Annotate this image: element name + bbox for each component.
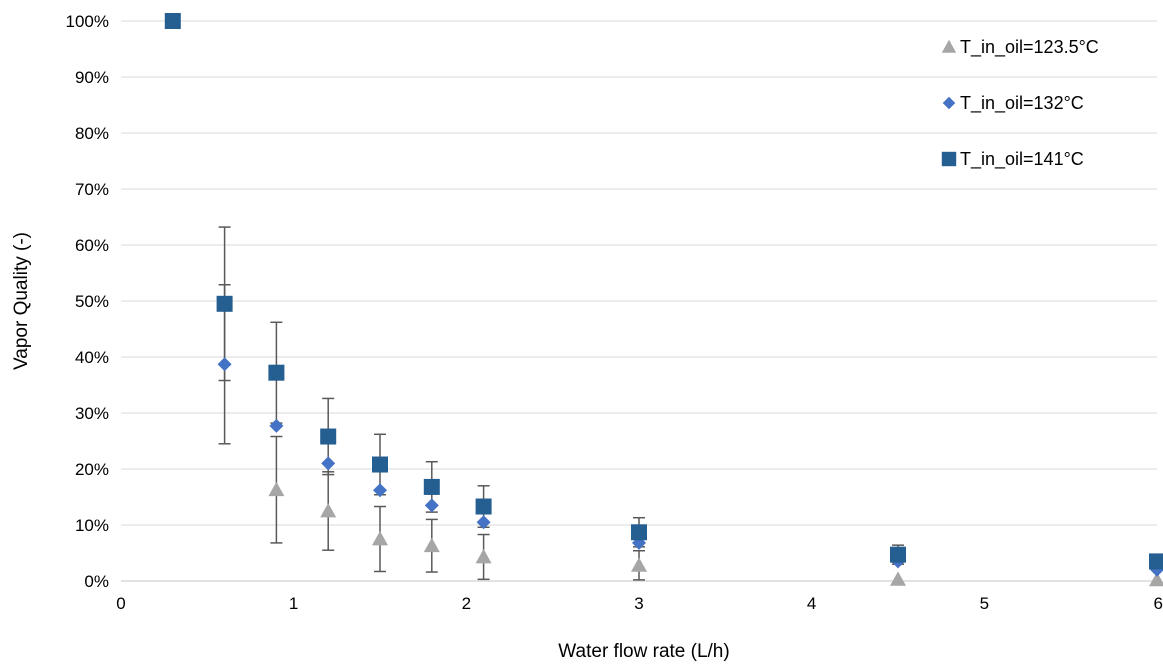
y-tick-label: 70% [75, 180, 109, 199]
data-point-square [268, 364, 285, 381]
x-tick-label: 1 [289, 594, 298, 613]
y-tick-label: 50% [75, 292, 109, 311]
data-point-diamond [321, 456, 336, 471]
y-tick-label: 40% [75, 348, 109, 367]
data-point-square [423, 478, 440, 495]
data-point-square [631, 524, 647, 541]
x-tick-label: 5 [980, 594, 989, 613]
y-tick-label: 0% [84, 572, 109, 591]
grid-layer [121, 20, 1157, 526]
legend-marker-triangle [941, 39, 957, 53]
y-tick-label: 30% [75, 404, 109, 423]
data-point-triangle [475, 548, 492, 564]
data-point-diamond [217, 357, 232, 372]
legend-label: T_in_oil=123.5°C [960, 37, 1099, 58]
data-point-square [475, 498, 492, 515]
y-tick-label: 10% [75, 516, 109, 535]
x-tick-label: 0 [116, 594, 125, 613]
error-bars-layer [218, 226, 1163, 581]
x-tick-label: 3 [634, 594, 643, 613]
x-tick-label: 4 [807, 594, 816, 613]
data-point-triangle [372, 531, 388, 546]
axis-layer: 0% 10% 20% 30% 40% 50% 60% 70% 80% 90% 100% 0 1 2 3 4 5 6 [66, 12, 1163, 613]
legend: T_in_oil=123.5°C T_in_oil=132°C T_in_oil=1… [941, 37, 1099, 170]
data-point-triangle [631, 557, 647, 572]
legend-marker-square [941, 151, 957, 167]
x-tick-label: 2 [462, 594, 471, 613]
data-point-diamond [424, 498, 439, 513]
legend-label: T_in_oil=141°C [960, 149, 1084, 170]
x-axis-title: Water flow rate (L/h) [558, 641, 729, 662]
legend-label: T_in_oil=132°C [960, 93, 1084, 114]
data-point-diamond [476, 515, 491, 530]
data-point-square [164, 13, 181, 29]
legend-marker-diamond [942, 96, 956, 110]
data-point-square [372, 456, 388, 473]
data-point-triangle [320, 503, 337, 518]
data-point-diamond [373, 483, 387, 498]
x-tick-label: 6 [1154, 594, 1163, 613]
y-tick-label: 100% [66, 12, 109, 31]
data-point-square [1149, 553, 1163, 570]
y-tick-label: 90% [75, 68, 109, 87]
y-tick-label: 20% [75, 460, 109, 479]
data-point-triangle [1149, 571, 1163, 587]
y-tick-label: 60% [75, 236, 109, 255]
data-point-diamond [269, 418, 284, 433]
data-point-triangle [423, 537, 440, 553]
data-point-square [216, 295, 233, 312]
data-point-square [890, 546, 906, 563]
y-axis-title: Vapor Quality (-) [11, 232, 32, 370]
markers-layer [164, 13, 1163, 587]
data-point-triangle [268, 481, 285, 497]
y-tick-label: 80% [75, 124, 109, 143]
data-point-square [320, 428, 337, 445]
data-point-triangle [890, 571, 906, 586]
